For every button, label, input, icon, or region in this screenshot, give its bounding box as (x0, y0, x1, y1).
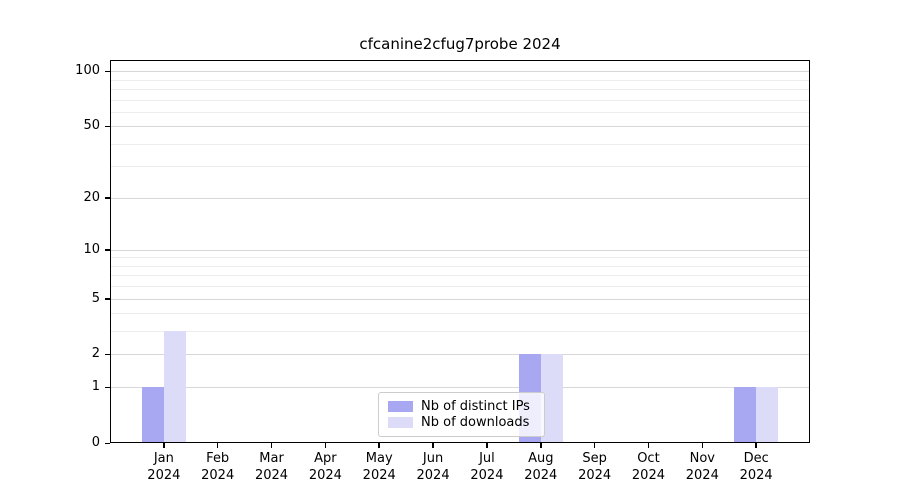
y-tick-label: 100 (75, 63, 100, 79)
y-tick-mark (105, 125, 110, 128)
x-tick-label-mar: Mar 2024 (254, 451, 289, 483)
y-tick-mark (105, 70, 110, 73)
minor-gridline (110, 166, 810, 168)
x-tick-mark (540, 443, 542, 448)
x-tick-label-jan: Jan 2024 (147, 451, 181, 483)
legend-label: Nb of distinct IPs (421, 398, 530, 414)
y-tick-label: 5 (91, 290, 100, 306)
legend-item: Nb of downloads (388, 415, 535, 430)
x-tick-mark (593, 443, 596, 448)
y-tick-label: 20 (83, 189, 100, 205)
x-tick-label-jun: Jun 2024 (416, 451, 450, 483)
y-tick-label: 0 (91, 435, 100, 450)
minor-gridline (110, 79, 810, 81)
x-tick-mark (701, 443, 704, 448)
legend-swatch-icon (388, 417, 413, 429)
y-tick-mark (105, 298, 110, 300)
chart-title: cfcanine2cfug7probe 2024 (359, 35, 561, 53)
y-tick-mark (105, 197, 110, 199)
bar-nb-of-downloads-dec (756, 387, 779, 443)
minor-gridline (110, 275, 810, 277)
x-tick-mark (432, 443, 434, 448)
major-gridline (110, 387, 810, 389)
legend: Nb of distinct IPs Nb of downloads (378, 392, 545, 437)
x-tick-label-feb: Feb 2024 (201, 451, 235, 483)
y-tick-label: 1 (91, 379, 100, 395)
x-tick-mark (324, 443, 327, 448)
minor-gridline (110, 257, 810, 259)
major-gridline (110, 197, 810, 199)
x-tick-mark (755, 443, 757, 448)
major-gridline (110, 71, 810, 73)
x-tick-label-jul: Jul 2024 (470, 451, 504, 483)
y-tick-label: 50 (83, 118, 100, 134)
bar-nb-of-downloads-aug (540, 354, 563, 443)
minor-gridline (110, 143, 810, 145)
x-tick-mark (378, 443, 380, 448)
x-tick-label-apr: Apr 2024 (308, 451, 342, 483)
x-tick-mark (270, 443, 273, 448)
x-tick-mark (647, 443, 650, 448)
x-tick-mark (163, 443, 165, 448)
x-tick-label-may: May 2024 (362, 451, 396, 483)
minor-gridline (110, 88, 810, 90)
y-tick-mark (105, 386, 110, 389)
major-gridline (110, 298, 810, 300)
minor-gridline (110, 265, 810, 267)
minor-gridline (110, 331, 810, 333)
x-tick-label-sep: Sep 2024 (578, 451, 612, 483)
minor-gridline (110, 286, 810, 288)
x-tick-mark (486, 443, 488, 448)
minor-gridline (110, 111, 810, 113)
y-tick-mark (105, 249, 110, 251)
y-tick-label: 10 (83, 241, 100, 257)
bar-nb-of-downloads-jan (163, 331, 186, 443)
legend-item: Nb of distinct IPs (388, 399, 535, 414)
x-tick-label-nov: Nov 2024 (685, 451, 719, 483)
x-tick-label-dec: Dec 2024 (739, 451, 773, 483)
major-gridline (110, 354, 810, 356)
y-tick-label: 2 (91, 346, 100, 362)
y-tick-mark (105, 442, 110, 444)
x-tick-label-oct: Oct 2024 (631, 451, 665, 483)
bar-nb-of-distinct-ips-dec (734, 387, 757, 443)
x-tick-label-aug: Aug 2024 (524, 451, 558, 483)
major-gridline (110, 126, 810, 128)
plot-area (110, 60, 810, 443)
x-tick-mark (216, 443, 219, 448)
legend-swatch-icon (388, 400, 413, 412)
minor-gridline (110, 313, 810, 315)
bar-nb-of-distinct-ips-jan (141, 387, 164, 443)
major-gridline (110, 249, 810, 251)
legend-label: Nb of downloads (421, 415, 530, 431)
y-tick-mark (105, 353, 110, 356)
minor-gridline (110, 99, 810, 101)
